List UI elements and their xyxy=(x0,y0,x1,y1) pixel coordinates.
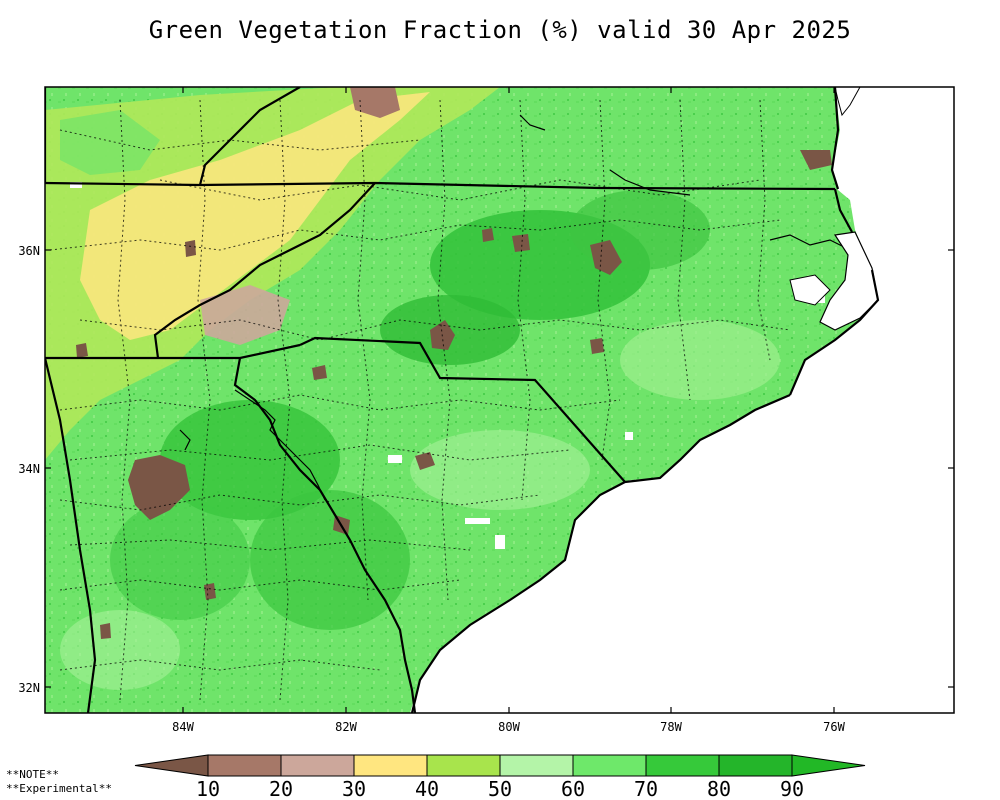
colorbar-label: 10 xyxy=(196,777,220,800)
lon-tick-label: 84W xyxy=(172,720,194,734)
colorbar-swatch xyxy=(499,754,574,777)
lon-tick-label: 82W xyxy=(335,720,357,734)
lat-tick-label: 32N xyxy=(18,681,40,695)
lat-tick-label: 36N xyxy=(18,244,40,258)
colorbar-label: 90 xyxy=(780,777,804,800)
lon-ticks xyxy=(182,87,835,713)
note-label: **NOTE** xyxy=(6,768,59,781)
colorbar-swatch xyxy=(718,754,793,777)
colorbar-label: 50 xyxy=(488,777,512,800)
colorbar-label: 80 xyxy=(707,777,731,800)
colorbar-swatch xyxy=(207,754,282,777)
colorbar-label: 30 xyxy=(342,777,366,800)
experimental-label: **Experimental** xyxy=(6,782,112,795)
colorbar-swatch xyxy=(572,754,647,777)
chart-title: Green Vegetation Fraction (%) valid 30 A… xyxy=(148,16,852,44)
colorbar-swatch xyxy=(280,754,355,777)
vegetation-field xyxy=(45,87,954,713)
lon-tick-label: 76W xyxy=(823,720,845,734)
county-boundaries xyxy=(49,99,791,701)
colorbar-label: 60 xyxy=(561,777,585,800)
colorbar-label: 20 xyxy=(269,777,293,800)
lon-tick-label: 80W xyxy=(498,720,520,734)
colorbar-swatch xyxy=(645,754,720,777)
colorbar-swatch xyxy=(353,754,428,777)
lon-tick-label: 78W xyxy=(660,720,682,734)
colorbar-label: 40 xyxy=(415,777,439,800)
notes: **NOTE** **Experimental** xyxy=(6,768,112,796)
colorbar-arrow-low xyxy=(134,754,209,777)
map-frame xyxy=(44,86,955,714)
lat-tick-label: 34N xyxy=(18,462,40,476)
state-boundaries xyxy=(45,87,880,713)
colorbar-label: 70 xyxy=(634,777,658,800)
colorbar-swatch xyxy=(426,754,501,777)
pamlico-sound xyxy=(819,231,879,331)
lat-ticks xyxy=(45,249,954,688)
colorbar: 10 20 30 40 50 60 70 80 90 xyxy=(134,754,866,800)
colorbar-arrow-high xyxy=(791,754,866,777)
